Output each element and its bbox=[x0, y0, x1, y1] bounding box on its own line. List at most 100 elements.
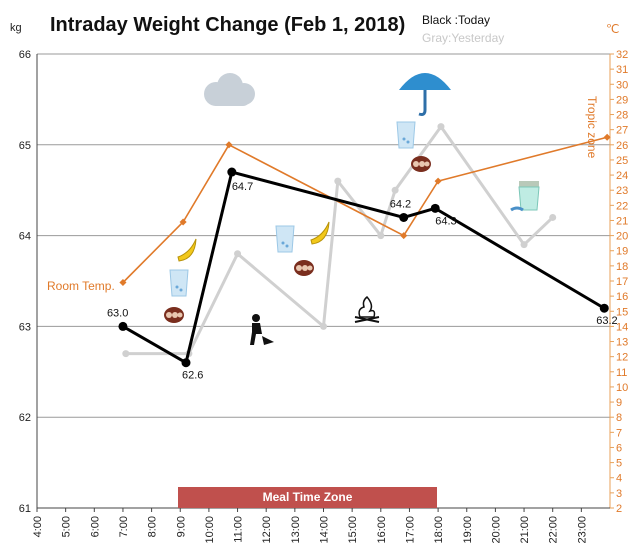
data-point bbox=[377, 232, 385, 240]
x-tick-label: 14:00 bbox=[319, 516, 331, 544]
y-tick-label-right: 16 bbox=[616, 291, 628, 303]
data-point bbox=[437, 123, 445, 131]
data-label: 64.3 bbox=[435, 215, 456, 227]
y-tick-label-right: 30 bbox=[616, 79, 628, 91]
data-label: 63.0 bbox=[107, 307, 128, 319]
x-tick-label: 21:00 bbox=[519, 516, 531, 544]
series-line-room-temp- bbox=[122, 136, 608, 284]
y-tick-label-left: 65 bbox=[19, 140, 31, 152]
y-tick-label-right: 11 bbox=[616, 367, 627, 379]
y-tick-label-right: 18 bbox=[616, 261, 628, 273]
y-tick-label-right: 9 bbox=[616, 397, 622, 409]
y-tick-label-right: 24 bbox=[616, 170, 628, 182]
x-tick-label: 17:00 bbox=[404, 516, 416, 544]
series-line-yesterday bbox=[125, 125, 554, 356]
snack-icon bbox=[410, 155, 432, 177]
y-tick-label-right: 6 bbox=[616, 442, 622, 454]
x-tick-label: 7:00 bbox=[118, 516, 130, 537]
water-glass-icon bbox=[169, 269, 189, 301]
x-tick-label: 22:00 bbox=[548, 516, 560, 544]
y-tick-label-right: 4 bbox=[616, 473, 622, 485]
y-tick-label-right: 10 bbox=[616, 382, 628, 394]
y-tick-label-right: 23 bbox=[616, 185, 628, 197]
y-tick-label-left: 66 bbox=[19, 49, 31, 61]
y-tick-label-right: 13 bbox=[616, 337, 628, 349]
campfire-icon bbox=[352, 295, 382, 329]
data-label: 63.2 bbox=[596, 315, 617, 327]
data-point bbox=[118, 321, 128, 331]
data-point bbox=[119, 278, 127, 287]
y-tick-label-right: 28 bbox=[616, 110, 628, 122]
data-point bbox=[320, 322, 327, 330]
data-point bbox=[599, 303, 609, 313]
y-tick-label-right: 25 bbox=[616, 155, 628, 167]
data-point bbox=[181, 358, 191, 368]
y-tick-label-right: 14 bbox=[616, 321, 628, 333]
umbrella-icon bbox=[397, 66, 453, 122]
x-tick-label: 11:00 bbox=[233, 516, 245, 543]
data-point bbox=[122, 350, 130, 358]
x-tick-label: 5:00 bbox=[61, 516, 73, 537]
yogurt-icon bbox=[509, 180, 541, 218]
y-tick-label-left: 62 bbox=[19, 412, 31, 424]
x-tick-label: 23:00 bbox=[576, 516, 588, 544]
legend-today: Black :Today bbox=[422, 13, 491, 27]
data-point bbox=[391, 186, 399, 194]
water-glass-icon bbox=[275, 225, 295, 257]
x-tick-label: 10:00 bbox=[204, 516, 216, 544]
room-temp-label: Room Temp. bbox=[47, 279, 115, 293]
banana-icon bbox=[308, 220, 332, 250]
data-point bbox=[179, 218, 187, 226]
y-tick-label-right: 26 bbox=[616, 140, 628, 152]
x-tick-label: 9:00 bbox=[175, 516, 187, 537]
data-point bbox=[227, 167, 237, 177]
y-tick-label-right: 7 bbox=[616, 427, 622, 439]
y-tick-label-right: 19 bbox=[616, 246, 628, 258]
snack-icon bbox=[293, 259, 315, 281]
data-point bbox=[334, 177, 342, 185]
meal-time-zone: Meal Time Zone bbox=[178, 487, 437, 508]
data-point bbox=[549, 213, 557, 221]
data-label: 64.2 bbox=[390, 198, 411, 210]
y-axis-right-unit: ℃ bbox=[606, 22, 620, 36]
x-tick-label: 4:00 bbox=[32, 516, 44, 537]
data-point bbox=[434, 177, 442, 185]
y-tick-label-right: 27 bbox=[616, 125, 628, 137]
y-tick-label-right: 8 bbox=[616, 412, 622, 424]
y-tick-label-right: 21 bbox=[616, 215, 628, 227]
data-point bbox=[399, 212, 409, 222]
y-tick-label-right: 32 bbox=[616, 49, 628, 61]
data-point bbox=[400, 232, 408, 240]
x-tick-label: 6:00 bbox=[89, 516, 101, 537]
data-label: 62.6 bbox=[182, 370, 203, 382]
snack-icon bbox=[163, 306, 185, 328]
gardening-icon bbox=[246, 312, 276, 350]
data-point bbox=[430, 203, 440, 213]
tropic-zone-label: Tropic zone bbox=[585, 96, 599, 159]
chart-title: Intraday Weight Change (Feb 1, 2018) bbox=[50, 14, 406, 36]
data-point bbox=[520, 241, 528, 249]
y-tick-label-left: 64 bbox=[19, 231, 31, 243]
data-point bbox=[234, 250, 242, 258]
y-tick-label-left: 63 bbox=[19, 321, 31, 333]
y-tick-label-right: 29 bbox=[616, 94, 628, 106]
banana-icon bbox=[175, 237, 199, 267]
water-glass-icon bbox=[396, 121, 416, 153]
y-axis-left-unit: kg bbox=[10, 22, 22, 34]
x-tick-label: 8:00 bbox=[147, 516, 159, 537]
x-tick-label: 20:00 bbox=[490, 516, 502, 544]
y-tick-label-right: 3 bbox=[616, 488, 622, 500]
x-tick-label: 15:00 bbox=[347, 516, 359, 544]
data-point bbox=[225, 141, 233, 149]
y-tick-label-right: 5 bbox=[616, 458, 622, 470]
y-tick-label-right: 17 bbox=[616, 276, 628, 288]
y-tick-label-right: 31 bbox=[616, 64, 628, 76]
x-tick-label: 19:00 bbox=[462, 516, 474, 544]
y-tick-label-right: 20 bbox=[616, 231, 628, 243]
series-line-today bbox=[122, 170, 606, 365]
y-tick-label-right: 2 bbox=[616, 503, 622, 515]
y-tick-label-right: 12 bbox=[616, 352, 628, 364]
legend-yesterday: Gray:Yesterday bbox=[422, 31, 505, 45]
y-tick-label-left: 61 bbox=[19, 503, 31, 515]
